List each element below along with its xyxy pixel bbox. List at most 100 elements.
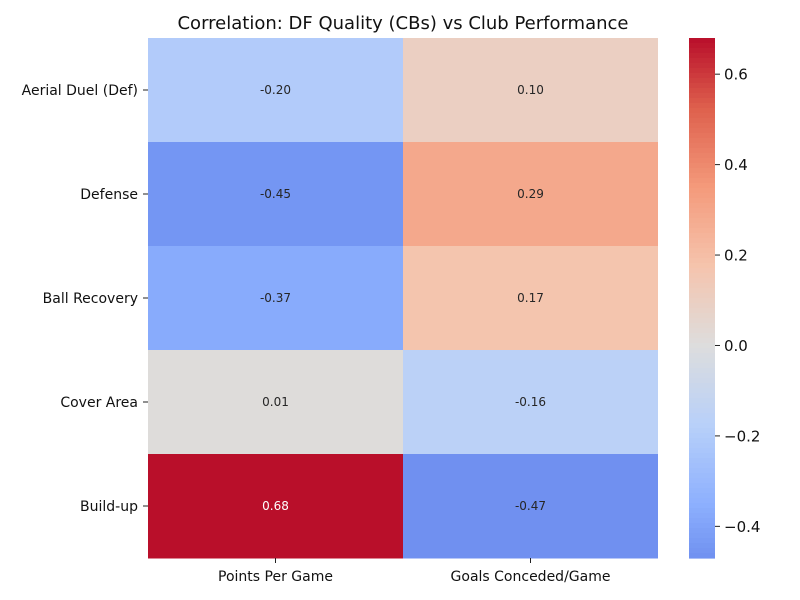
heatmap-cell <box>403 38 658 143</box>
colorbar-segment <box>689 278 715 284</box>
colorbar-tick-label: −0.2 <box>724 427 760 445</box>
colorbar-segment <box>689 353 715 359</box>
heatmap-cell <box>148 246 403 351</box>
colorbar-segment <box>689 548 715 554</box>
colorbar-segment <box>689 368 715 374</box>
cell-value-label: 0.01 <box>262 395 289 409</box>
colorbar-tick-label: 0.2 <box>724 247 748 265</box>
colorbar-segment <box>689 68 715 74</box>
colorbar-segment <box>689 403 715 409</box>
colorbar-segment <box>689 153 715 159</box>
colorbar-segment <box>689 213 715 219</box>
colorbar-segment <box>689 333 715 339</box>
colorbar-segment <box>689 148 715 154</box>
colorbar-segment <box>689 103 715 109</box>
colorbar-segment <box>689 253 715 259</box>
colorbar-segment <box>689 323 715 329</box>
heatmap-cells: -0.20 0.10 -0.45 0.29 -0.37 0.17 0.01 -0.16 0.68… <box>148 38 658 559</box>
colorbar-segment <box>689 483 715 489</box>
y-tick-label: Build-up <box>80 499 138 515</box>
colorbar-segment <box>689 538 715 544</box>
colorbar-segment <box>689 248 715 254</box>
colorbar-segment <box>689 203 715 209</box>
cell-value-label: 0.10 <box>517 83 544 97</box>
colorbar-segment <box>689 193 715 199</box>
colorbar-segment <box>689 503 715 509</box>
colorbar-segment <box>689 363 715 369</box>
x-tick-label: Points Per Game <box>218 569 333 585</box>
colorbar-segment <box>689 318 715 324</box>
colorbar-segment <box>689 113 715 119</box>
colorbar-segment <box>689 38 715 44</box>
colorbar-segment <box>689 458 715 464</box>
colorbar-segment <box>689 328 715 334</box>
colorbar-segment <box>689 183 715 189</box>
heatmap-cell <box>148 38 403 143</box>
colorbar-segment <box>689 543 715 549</box>
cell-value-label: 0.29 <box>517 187 544 201</box>
colorbar-segment <box>689 463 715 469</box>
colorbar-segment <box>689 428 715 434</box>
cell-value-label: -0.45 <box>260 187 291 201</box>
colorbar-segment <box>689 413 715 419</box>
cell-value-label: -0.16 <box>515 395 546 409</box>
colorbar-segment <box>689 358 715 364</box>
colorbar-segment <box>689 188 715 194</box>
heatmap-cell <box>403 142 658 247</box>
colorbar-segment <box>689 173 715 179</box>
colorbar-segment <box>689 53 715 59</box>
colorbar-segment <box>689 108 715 114</box>
colorbar-tick-label: 0.4 <box>724 156 748 174</box>
cell-value-label: 0.68 <box>262 499 289 513</box>
colorbar-segment <box>689 218 715 224</box>
colorbar-segment <box>689 383 715 389</box>
heatmap-cell <box>403 454 658 559</box>
colorbar-segment <box>689 343 715 349</box>
colorbar-segment <box>689 523 715 529</box>
colorbar-segment <box>689 58 715 64</box>
colorbar-segment <box>689 158 715 164</box>
colorbar-segment <box>689 78 715 84</box>
colorbar-segment <box>689 238 715 244</box>
colorbar-segment <box>689 518 715 524</box>
colorbar-segment <box>689 388 715 394</box>
colorbar-segment <box>689 228 715 234</box>
colorbar-segment <box>689 168 715 174</box>
colorbar-segment <box>689 298 715 304</box>
colorbar-segment <box>689 488 715 494</box>
colorbar-segment <box>689 43 715 49</box>
colorbar-segment <box>689 133 715 139</box>
colorbar-segment <box>689 308 715 314</box>
colorbar-segment <box>689 243 715 249</box>
cell-value-label: -0.37 <box>260 291 291 305</box>
y-tick-label: Ball Recovery <box>43 291 138 307</box>
colorbar-segment <box>689 303 715 309</box>
colorbar-segment <box>689 128 715 134</box>
colorbar-segment <box>689 138 715 144</box>
colorbar-segment <box>689 143 715 149</box>
colorbar-segment <box>689 348 715 354</box>
colorbar-tick-label: 0.6 <box>724 66 748 84</box>
colorbar-segment <box>689 83 715 89</box>
colorbar-segment <box>689 123 715 129</box>
x-axis: Points Per Game Goals Conceded/Game <box>218 558 610 585</box>
colorbar-segment <box>689 423 715 429</box>
colorbar-segment <box>689 283 715 289</box>
colorbar-segment <box>689 273 715 279</box>
colorbar-segment <box>689 513 715 519</box>
chart-title: Correlation: DF Quality (CBs) vs Club Pe… <box>177 13 628 34</box>
colorbar-segment <box>689 48 715 54</box>
y-tick-label: Cover Area <box>60 395 138 411</box>
cell-value-label: -0.47 <box>515 499 546 513</box>
colorbar-segment <box>689 88 715 94</box>
colorbar-segment <box>689 478 715 484</box>
colorbar-segment <box>689 473 715 479</box>
colorbar-segment <box>689 443 715 449</box>
colorbar-segment <box>689 268 715 274</box>
colorbar-segment <box>689 398 715 404</box>
colorbar-segment <box>689 553 715 559</box>
colorbar-segment <box>689 263 715 269</box>
colorbar-segment <box>689 418 715 424</box>
x-tick-label: Goals Conceded/Game <box>451 569 611 585</box>
colorbar-segment <box>689 198 715 204</box>
